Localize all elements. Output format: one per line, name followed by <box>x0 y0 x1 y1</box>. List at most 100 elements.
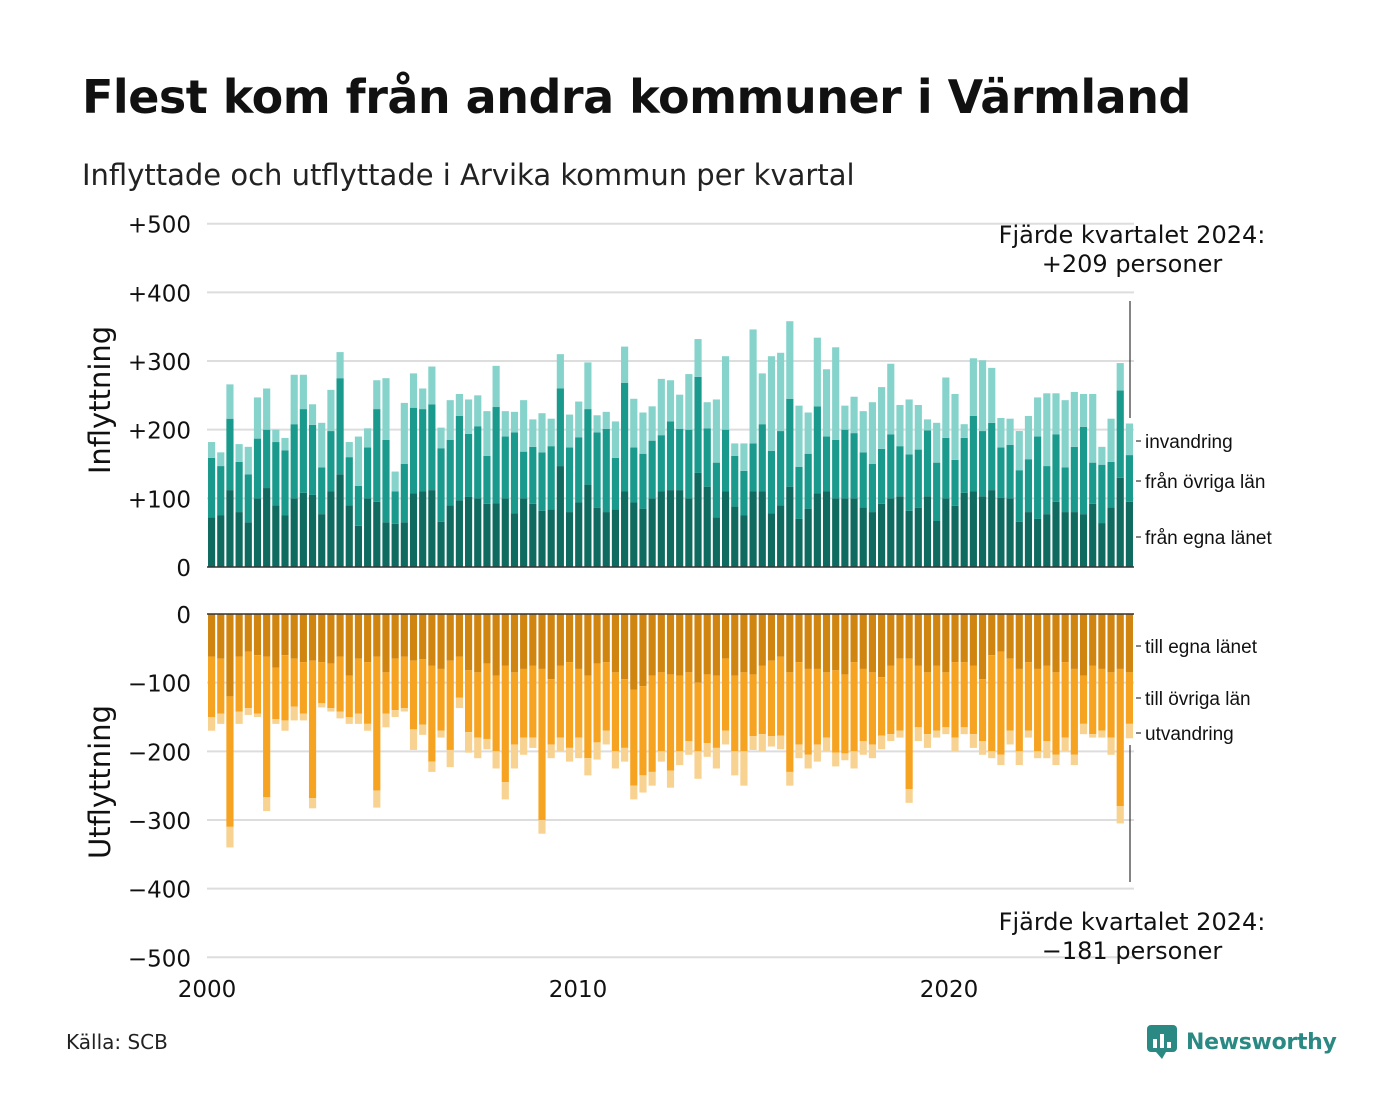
bar-out-1 <box>767 614 776 661</box>
bar-in-2 <box>345 457 353 506</box>
bar-in-2 <box>923 430 932 497</box>
bar-in-3 <box>235 444 243 462</box>
bar-out-3 <box>850 751 858 769</box>
bar-out-1 <box>593 614 601 664</box>
bar-out-1 <box>483 614 491 664</box>
bar-in-3 <box>382 378 390 440</box>
y-tick-label-top: +300 <box>128 350 191 376</box>
bar-out-3 <box>1089 734 1097 738</box>
bar-out-3 <box>281 720 289 731</box>
bar-in-3 <box>373 380 381 410</box>
bar-out-1 <box>942 614 950 673</box>
bar-in-3 <box>685 374 693 430</box>
bar-out-3 <box>345 716 353 724</box>
bar-in-1 <box>602 512 610 567</box>
bar-in-3 <box>520 400 528 452</box>
bar-out-1 <box>703 614 711 675</box>
bar-out-1 <box>611 614 620 673</box>
bar-out-1 <box>914 614 922 666</box>
bar-out-2 <box>584 675 592 759</box>
bar-out-1 <box>373 614 381 657</box>
bar-in-1 <box>1070 512 1078 567</box>
bar-out-3 <box>272 719 280 724</box>
bar-out-1 <box>244 614 252 652</box>
bar-out-3 <box>501 782 509 800</box>
bar-out-1 <box>575 614 583 669</box>
bar-in-2 <box>217 466 225 516</box>
bar-out-3 <box>584 758 592 776</box>
y-tick-label-bottom: 0 <box>176 603 191 629</box>
bar-in-1 <box>960 492 968 567</box>
bar-in-2 <box>529 446 537 504</box>
bar-in-2 <box>318 467 326 515</box>
bar-out-2 <box>1089 665 1097 735</box>
bar-out-2 <box>593 663 601 743</box>
bar-out-1 <box>464 614 473 671</box>
bar-in-1 <box>630 502 638 567</box>
y-tick-label-top: 0 <box>176 556 191 582</box>
bar-in-2 <box>942 437 950 499</box>
y-tick-label-top: +500 <box>128 213 191 239</box>
bar-in-2 <box>914 449 922 508</box>
bar-out-3 <box>400 708 408 712</box>
bar-out-2 <box>933 665 941 731</box>
bar-out-3 <box>455 697 463 709</box>
bar-in-3 <box>767 356 776 451</box>
bar-in-3 <box>308 404 317 425</box>
bar-in-3 <box>510 411 519 433</box>
bar-out-2 <box>226 696 234 827</box>
bar-in-3 <box>1015 431 1023 471</box>
bar-out-2 <box>850 662 858 752</box>
bar-in-1 <box>455 500 463 567</box>
bar-out-1 <box>731 614 739 676</box>
bar-out-3 <box>822 737 831 752</box>
bar-out-3 <box>1052 754 1060 766</box>
bar-out-2 <box>914 665 922 728</box>
bar-out-3 <box>364 723 372 731</box>
bar-out-2 <box>887 665 895 735</box>
bar-out-2 <box>703 674 711 744</box>
bar-in-2 <box>960 437 968 493</box>
bar-in-3 <box>538 413 546 453</box>
bar-out-3 <box>593 742 601 760</box>
bar-out-2 <box>1024 662 1033 731</box>
bar-in-1 <box>244 522 252 567</box>
bar-in-2 <box>1061 467 1069 513</box>
bar-out-1 <box>391 614 399 659</box>
bar-in-2 <box>483 455 491 504</box>
bar-in-2 <box>400 464 408 523</box>
bar-in-3 <box>208 442 216 458</box>
bar-out-1 <box>712 614 720 676</box>
bar-out-3 <box>859 741 867 755</box>
bar-in-3 <box>795 405 803 467</box>
bar-out-1 <box>923 614 932 673</box>
bar-out-3 <box>208 716 216 731</box>
bar-in-2 <box>749 443 757 492</box>
bar-in-1 <box>1015 521 1023 567</box>
bar-in-3 <box>1061 400 1069 468</box>
bar-in-1 <box>951 505 959 567</box>
bar-out-3 <box>639 775 647 793</box>
bar-in-3 <box>437 427 445 449</box>
bar-out-3 <box>547 744 555 759</box>
bar-in-3 <box>951 393 959 460</box>
x-tick-label: 2010 <box>549 977 608 1003</box>
bar-out-2 <box>822 672 831 738</box>
bar-in-3 <box>244 446 252 475</box>
bar-out-3 <box>1125 723 1133 739</box>
bar-in-3 <box>226 384 234 419</box>
bar-in-2 <box>795 466 803 519</box>
bar-out-2 <box>510 672 519 745</box>
bar-in-2 <box>639 453 647 509</box>
bar-in-2 <box>933 462 941 521</box>
bar-out-3 <box>226 826 234 848</box>
bar-out-1 <box>364 614 372 663</box>
bar-out-2 <box>749 674 757 737</box>
bar-out-3 <box>382 713 390 728</box>
bar-in-2 <box>538 452 546 511</box>
bar-out-3 <box>795 744 803 759</box>
bar-in-1 <box>621 491 629 567</box>
bar-in-1 <box>1006 498 1014 567</box>
bar-out-1 <box>235 614 243 657</box>
